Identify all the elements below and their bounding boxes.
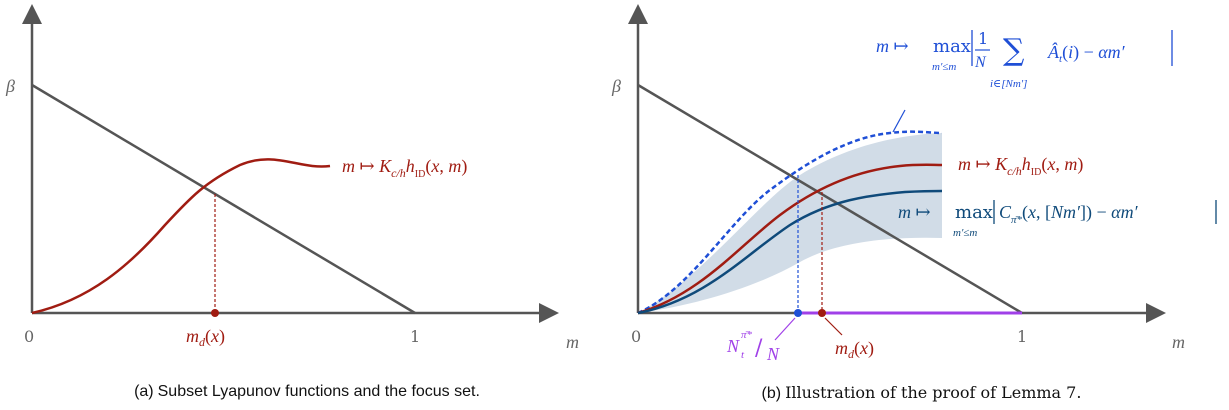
right-lower-curve (637, 189, 943, 315)
left-caption-text: Subset Lyapunov functions and the focus … (157, 383, 480, 400)
left-h-id-curve (31, 158, 331, 315)
svg-text:π̄*: π̄* (741, 329, 753, 341)
right-md-point (818, 309, 826, 317)
svg-text:N: N (726, 336, 740, 356)
left-beta-label: β (5, 76, 15, 96)
right-m-axis-label: m (1172, 332, 1185, 352)
left-md-label: md(x) (186, 326, 225, 349)
right-confidence-band (638, 133, 942, 313)
svg-text:Ât(i) − αm′: Ât(i) − αm′ (1047, 41, 1126, 65)
right-red-label: m ↦ Kc/hhID(x, m) (958, 154, 1083, 178)
right-upper-dashed-curve (637, 130, 943, 315)
right-caption-text: Illustration of the proof of Lemma 7. (785, 383, 1082, 402)
svg-text:/: / (755, 336, 763, 361)
right-n-label: N t π̄* / N (726, 329, 780, 364)
svg-text:N: N (766, 344, 780, 364)
left-zero-label: 0 (24, 327, 34, 346)
right-n-point (794, 309, 802, 317)
right-zero-label: 0 (631, 327, 641, 346)
svg-text:m′≤m: m′≤m (932, 61, 956, 73)
right-caption: (b) Illustration of the proof of Lemma 7… (614, 383, 1229, 403)
right-beta-label: β (611, 76, 621, 96)
svg-text:m ↦: m ↦ (876, 36, 909, 56)
svg-text:t: t (741, 349, 745, 361)
left-md-point (211, 309, 219, 317)
left-curve-label: m ↦ Kc/hhID(x, m) (342, 156, 467, 180)
left-m-axis-label: m (566, 332, 579, 352)
right-upper-label: m ↦ max m′≤m 1 N ∑ i∈[Nm′] Ât(i) − αm′ (876, 29, 1173, 90)
svg-text:1: 1 (978, 29, 988, 48)
right-md-label: md(x) (835, 338, 874, 361)
right-n-leader (774, 317, 796, 341)
right-lower-label: m ↦ max m′≤m Cπ̄*(x, [Nm′]) − αm′ (898, 200, 1217, 239)
svg-text:max: max (955, 202, 993, 223)
right-h-id-curve (637, 163, 943, 315)
svg-text:m ↦: m ↦ (898, 202, 931, 222)
right-lyapunov-line (637, 83, 1023, 315)
svg-text:∑: ∑ (1003, 33, 1025, 68)
svg-text:m′≤m: m′≤m (953, 227, 977, 239)
left-one-label: 1 (410, 327, 420, 346)
left-panel: β 0 1 m (5, 4, 579, 352)
right-md-leader (824, 317, 843, 336)
right-panel: β 0 1 m (611, 4, 1185, 352)
right-upper-leader (892, 109, 906, 133)
svg-text:max: max (933, 36, 971, 57)
left-caption: (a) Subset Lyapunov functions and the fo… (0, 383, 614, 401)
left-caption-letter: (a) (134, 383, 154, 400)
right-caption-letter: (b) (761, 385, 782, 402)
left-lyapunov-line (31, 83, 416, 315)
svg-text:N: N (974, 54, 987, 71)
right-one-label: 1 (1017, 327, 1027, 346)
svg-text:i∈[Nm′]: i∈[Nm′] (990, 78, 1027, 90)
svg-text:Cπ̄*(x, [Nm′]) − αm′: Cπ̄*(x, [Nm′]) − αm′ (999, 202, 1139, 226)
